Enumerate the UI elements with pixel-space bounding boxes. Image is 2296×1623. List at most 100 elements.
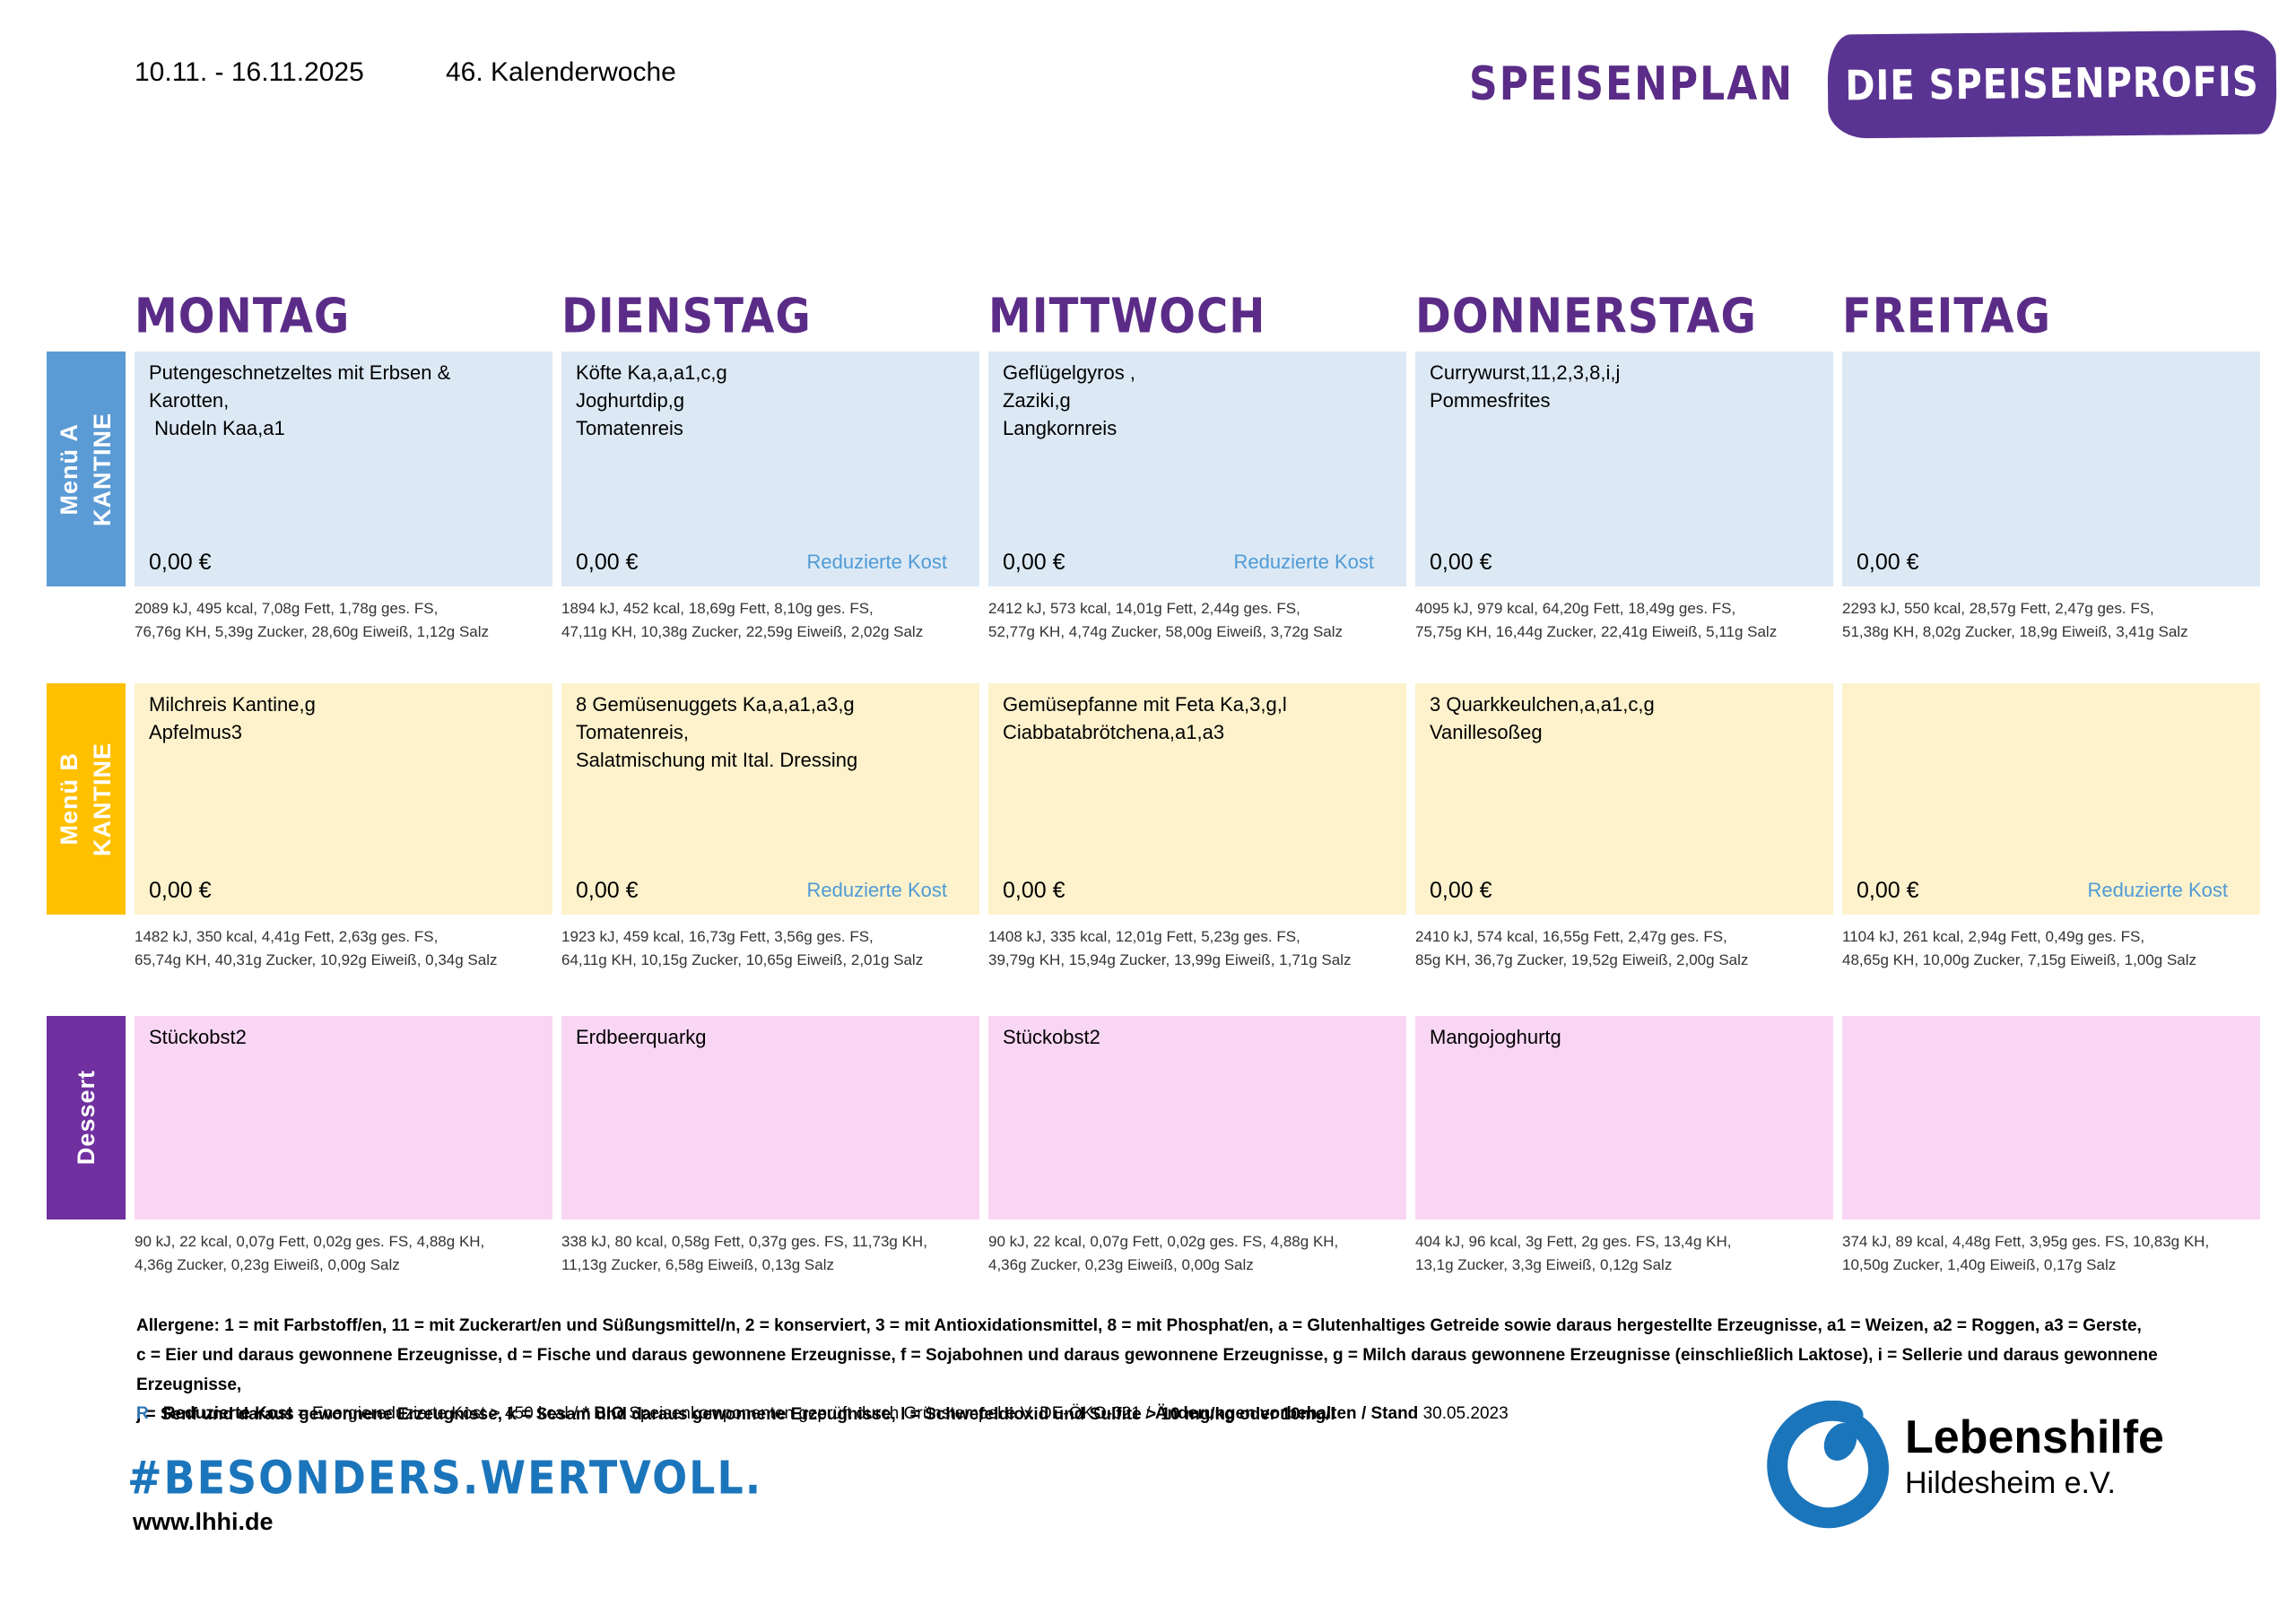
meal-cell-a-mittwoch: Geflügelgyros , Zaziki,g Langkornreis 0,… [988,352,1406,586]
nutrition-dessert-donnerstag: 404 kJ, 96 kcal, 3g Fett, 2g ges. FS, 13… [1415,1233,1732,1273]
website-link[interactable]: www.lhhi.de [133,1508,274,1535]
meal-cell-a-montag: Putengeschnetzeltes mit Erbsen & Karotte… [135,352,552,586]
price: 0,00 € [149,550,212,575]
meal-cell-a-donnerstag: Currywurst,11,2,3,8,i,j Pommesfrites 0,0… [1415,352,1833,586]
hashtag-slogan: #BESONDERS.WERTVOLL. [127,1451,763,1505]
meal-cell-a-freitag: 0,00 € [1842,352,2260,586]
reduced-kost-marker: R [136,1404,149,1423]
meal-text: 3 Quarkkeulchen,a,a1,c,g Vanillesoßeg [1430,693,1655,744]
meal-text: Putengeschnetzeltes mit Erbsen & Karotte… [149,361,451,440]
price: 0,00 € [1430,878,1492,903]
lebenshilfe-logo: Lebenshilfe Hildesheim e.V. [1765,1401,2164,1531]
reduced-kost-link[interactable]: Reduzierte Kost [806,551,947,573]
nutrition-dessert-mittwoch: 90 kJ, 22 kcal, 0,07g Fett, 0,02g ges. F… [988,1233,1339,1273]
nutrition-b-dienstag: 1923 kJ, 459 kcal, 16,73g Fett, 3,56g ge… [561,928,924,968]
nutrition-a-donnerstag: 4095 kJ, 979 kcal, 64,20g Fett, 18,49g g… [1415,600,1778,640]
bio-definition: Speisenkomponenten geprüft durch Grünste… [624,1404,1155,1423]
meal-text: Köfte Ka,a,a1,c,g Joghurtdip,g Tomatenre… [576,361,727,440]
day-header-row: MONTAG DIENSTAG MITTWOCH DONNERSTAG FREI… [47,280,2260,344]
day-header-dienstag: DIENSTAG [561,288,812,344]
sidebar-menu-a: Menü A KANTINE [47,352,126,586]
price: 0,00 € [1003,550,1065,575]
price: 0,00 € [576,878,639,903]
date-range: 10.11. - 16.11.2025 [135,57,364,87]
meal-text: Stückobst2 [149,1026,247,1048]
nutrition-a-freitag: 2293 kJ, 550 kcal, 28,57g Fett, 2,47g ge… [1842,600,2188,640]
menu-b-nutrition-row: 1482 kJ, 350 kcal, 4,41g Fett, 2,63g ges… [47,925,2260,971]
nutrition-b-donnerstag: 2410 kJ, 574 kcal, 16,55g Fett, 2,47g ge… [1415,928,1749,968]
reduced-kost-term: Reduzierte Kost [162,1404,293,1423]
nutrition-spacer [47,597,126,643]
price: 0,00 € [1857,878,1919,903]
meal-text: Currywurst,11,2,3,8,i,j Pommesfrites [1430,361,1621,412]
sidebar-dessert-label: Dessert [72,1070,100,1166]
sidebar-menu-b-kantine: KANTINE [89,742,116,856]
sidebar-dessert: Dessert [47,1016,126,1219]
nutrition-spacer [47,1230,126,1276]
reduced-kost-legend: R Reduzierte Kost = Energiereduzierte Kos… [136,1404,1509,1424]
meal-text: Gemüsepfanne mit Feta Ka,3,g,l Ciabbatab… [1003,693,1287,744]
meal-cell-dessert-mittwoch: Stückobst2 [988,1016,1406,1219]
meal-text: 8 Gemüsenuggets Ka,a,a1,a3,g Tomatenreis… [576,693,858,772]
brand-badge-text: DIE SPEISENPROFIS [1845,58,2259,110]
price: 0,00 € [1003,878,1065,903]
meal-text: Mangojoghurtg [1430,1026,1561,1048]
nutrition-a-mittwoch: 2412 kJ, 573 kcal, 14,01g Fett, 2,44g ge… [988,600,1344,640]
allergen-line-3: j = Senf und daraus gewonnene Erzeugniss… [136,1405,1335,1424]
allergen-legend: Allergene: 1 = mit Farbstoff/en, 11 = mi… [136,1311,2244,1429]
sidebar-menu-b-label: Menü B [56,752,83,846]
reduced-kost-definition: = Energiereduzierte Kost > 450 kcal / [292,1404,583,1423]
dessert-nutrition-row: 90 kJ, 22 kcal, 0,07g Fett, 0,02g ges. F… [47,1230,2260,1276]
meal-cell-dessert-dienstag: Erdbeerquarkg [561,1016,979,1219]
price: 0,00 € [149,878,212,903]
day-header-freitag: FREITAG [1842,288,2051,344]
meal-cell-b-mittwoch: Gemüsepfanne mit Feta Ka,3,g,l Ciabbatab… [988,683,1406,915]
meal-cell-b-dienstag: 8 Gemüsenuggets Ka,a,a1,a3,g Tomatenreis… [561,683,979,915]
page-title: SPEISENPLAN [1469,57,1795,112]
bio-term: * BIO [582,1404,625,1423]
sidebar-menu-b: Menü B KANTINE [47,683,126,915]
meal-cell-b-donnerstag: 3 Quarkkeulchen,a,a1,c,g Vanillesoßeg 0,… [1415,683,1833,915]
price: 0,00 € [1430,550,1492,575]
allergen-line-2: c = Eier und daraus gewonnene Erzeugniss… [136,1346,2158,1394]
week-label: 46. Kalenderwoche [446,57,676,87]
meal-cell-b-montag: Milchreis Kantine,g Apfelmus3 0,00 € [135,683,552,915]
nutrition-b-mittwoch: 1408 kJ, 335 kcal, 12,01g Fett, 5,23g ge… [988,928,1352,968]
nutrition-dessert-freitag: 374 kJ, 89 kcal, 4,48g Fett, 3,95g ges. … [1842,1233,2210,1273]
lebenshilfe-logo-text: Lebenshilfe Hildesheim e.V. [1905,1401,2164,1501]
stand-date: 30.05.2023 [1418,1404,1509,1423]
meal-text: Stückobst2 [1003,1026,1100,1048]
sidebar-menu-a-label: Menü A [56,422,83,516]
meal-cell-a-dienstag: Köfte Ka,a,a1,c,g Joghurtdip,g Tomatenre… [561,352,979,586]
lebenshilfe-logo-icon [1767,1401,1889,1529]
nutrition-b-montag: 1482 kJ, 350 kcal, 4,41g Fett, 2,63g ges… [135,928,498,968]
meal-text: Geflügelgyros , Zaziki,g Langkornreis [1003,361,1135,440]
menu-a-row: Menü A KANTINE Putengeschnetzeltes mit E… [47,352,2260,586]
reduced-kost-link[interactable]: Reduzierte Kost [806,879,947,901]
nutrition-spacer [47,925,126,971]
brand-badge: DIE SPEISENPROFIS [1827,30,2277,139]
menu-a-nutrition-row: 2089 kJ, 495 kcal, 7,08g Fett, 1,78g ges… [47,597,2260,643]
meal-cell-b-freitag: 0,00 € Reduzierte Kost [1842,683,2260,915]
menu-b-row: Menü B KANTINE Milchreis Kantine,g Apfel… [47,683,2260,915]
logo-title: Lebenshilfe [1905,1411,2164,1463]
allergen-line-1: Allergene: 1 = mit Farbstoff/en, 11 = mi… [136,1316,2142,1335]
logo-subtitle: Hildesheim e.V. [1905,1465,2116,1500]
meal-text: Milchreis Kantine,g Apfelmus3 [149,693,316,744]
price: 0,00 € [576,550,639,575]
meal-cell-dessert-montag: Stückobst2 [135,1016,552,1219]
reduced-kost-link[interactable]: Reduzierte Kost [1233,551,1374,573]
sidebar-menu-a-kantine: KANTINE [89,412,116,526]
meal-text: Erdbeerquarkg [576,1026,707,1048]
nutrition-a-montag: 2089 kJ, 495 kcal, 7,08g Fett, 1,78g ges… [135,600,490,640]
day-header-donnerstag: DONNERSTAG [1415,288,1757,344]
nutrition-a-dienstag: 1894 kJ, 452 kcal, 18,69g Fett, 8,10g ge… [561,600,924,640]
day-header-montag: MONTAG [135,288,351,344]
reduced-kost-link[interactable]: Reduzierte Kost [2087,879,2228,901]
price: 0,00 € [1857,550,1919,575]
meal-cell-dessert-freitag [1842,1016,2260,1219]
nutrition-dessert-dienstag: 338 kJ, 80 kcal, 0,58g Fett, 0,37g ges. … [561,1233,927,1273]
dessert-row: Dessert Stückobst2 Erdbeerquarkg Stückob… [47,1016,2260,1219]
meal-cell-dessert-donnerstag: Mangojoghurtg [1415,1016,1833,1219]
